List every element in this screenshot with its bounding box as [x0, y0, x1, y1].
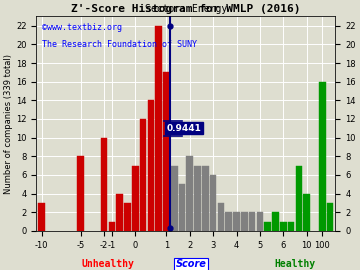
Bar	[272, 212, 279, 231]
Text: 0.9441: 0.9441	[166, 124, 201, 133]
Bar	[101, 138, 107, 231]
Bar	[319, 82, 325, 231]
Bar	[124, 203, 131, 231]
Bar	[116, 194, 123, 231]
Bar	[303, 194, 310, 231]
Bar	[171, 166, 177, 231]
Bar	[264, 222, 271, 231]
Bar	[210, 175, 216, 231]
Bar	[233, 212, 240, 231]
Bar	[225, 212, 232, 231]
Text: Healthy: Healthy	[275, 259, 316, 269]
Text: Score: Score	[175, 259, 206, 269]
Bar	[132, 166, 139, 231]
Bar	[39, 203, 45, 231]
Title: Z'-Score Histogram for WMLP (2016): Z'-Score Histogram for WMLP (2016)	[71, 4, 301, 14]
Bar	[194, 166, 201, 231]
Text: The Research Foundation of SUNY: The Research Foundation of SUNY	[42, 40, 197, 49]
Bar	[148, 100, 154, 231]
Text: Sector: Energy: Sector: Energy	[145, 4, 227, 14]
Bar	[296, 166, 302, 231]
Bar	[140, 119, 147, 231]
Bar	[77, 156, 84, 231]
Bar	[288, 222, 294, 231]
Bar	[202, 166, 209, 231]
Bar	[280, 222, 287, 231]
Bar	[179, 184, 185, 231]
Y-axis label: Number of companies (339 total): Number of companies (339 total)	[4, 54, 13, 194]
Bar	[186, 156, 193, 231]
Bar	[109, 222, 115, 231]
Text: Unhealthy: Unhealthy	[82, 259, 134, 269]
Text: ©www.textbiz.org: ©www.textbiz.org	[42, 23, 122, 32]
Bar	[327, 203, 333, 231]
Bar	[249, 212, 256, 231]
Bar	[155, 26, 162, 231]
Bar	[218, 203, 224, 231]
Bar	[163, 72, 170, 231]
Bar	[241, 212, 248, 231]
Bar	[257, 212, 263, 231]
